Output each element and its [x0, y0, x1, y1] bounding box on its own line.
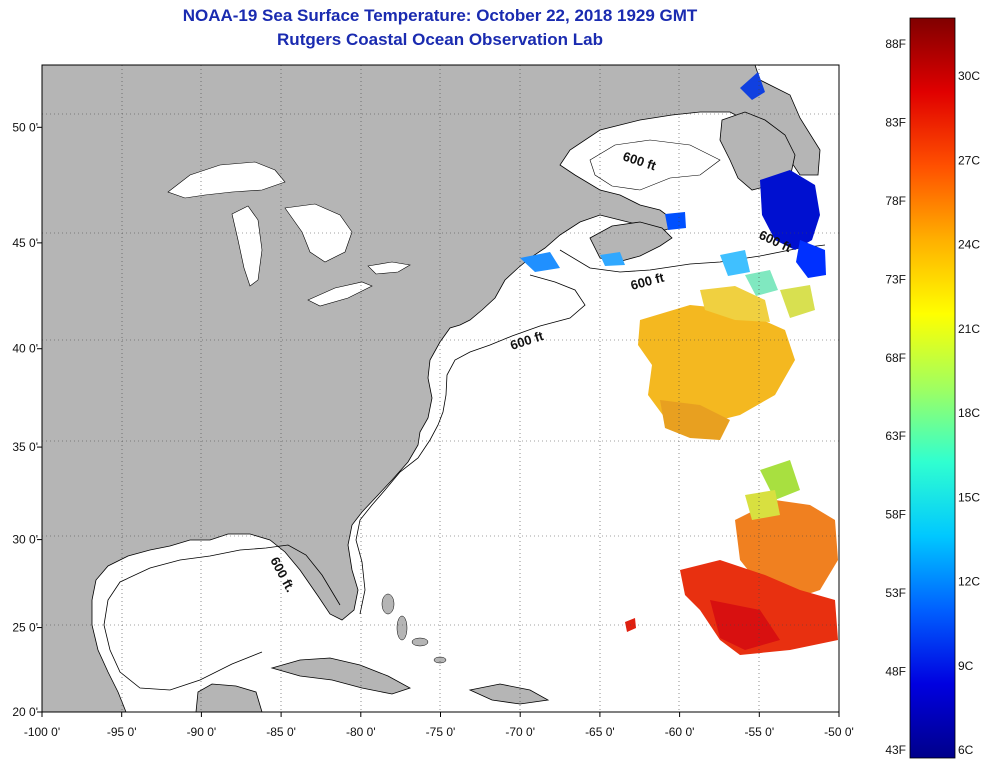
lon-tick-label: -75 0' [426, 725, 456, 739]
lon-tick-label: -70 0' [505, 725, 535, 739]
latitude-axis: 50 0' 45 0' 40 0' 35 0' 30 0' 25 0' 20 0' [12, 120, 42, 719]
colorbar-f-label: 78F [885, 194, 906, 208]
lat-tick-label: 20 0' [12, 705, 38, 719]
lon-tick-label: -60 0' [665, 725, 695, 739]
colorbar-f-label: 68F [885, 351, 906, 365]
bahamas-land [381, 593, 447, 664]
colorbar [909, 17, 956, 759]
graticule [42, 65, 839, 712]
gulf-st-lawrence [589, 139, 721, 191]
hispaniola-land [468, 683, 550, 705]
colorbar-c-label: 12C [958, 575, 980, 589]
colorbar-c-label: 9C [958, 659, 974, 673]
map-subtitle: Rutgers Coastal Ocean Observation Lab [277, 30, 603, 49]
lake-ontario [367, 261, 411, 275]
colorbar-c-label: 18C [958, 406, 980, 420]
longitude-axis: -100 0' -95 0' -90 0' -85 0' -80 0' -75 0' -70… [24, 712, 854, 739]
colorbar-celsius-labels: 30C 27C 24C 21C 18C 15C 12C 9C 6C [958, 69, 980, 757]
lake-michigan [231, 205, 263, 287]
lon-tick-label: -80 0' [346, 725, 376, 739]
lon-tick-label: -50 0' [824, 725, 854, 739]
colorbar-f-label: 73F [885, 272, 906, 286]
colorbar-c-label: 21C [958, 322, 980, 336]
colorbar-fahrenheit-labels: 88F 83F 78F 73F 68F 63F 58F 53F 48F 43F [885, 37, 906, 757]
lon-tick-label: -85 0' [266, 725, 296, 739]
isobath-600ft-gulf [103, 544, 341, 691]
lon-tick-label: -95 0' [107, 725, 137, 739]
colorbar-f-label: 58F [885, 508, 906, 522]
lake-superior [167, 161, 286, 199]
lat-tick-label: 40 0' [12, 342, 38, 356]
colorbar-f-label: 63F [885, 429, 906, 443]
lon-tick-label: -100 0' [24, 725, 60, 739]
colorbar-f-label: 53F [885, 586, 906, 600]
lake-erie [307, 281, 373, 307]
colorbar-f-label: 43F [885, 743, 906, 757]
colorbar-c-label: 24C [958, 238, 980, 252]
colorbar-f-label: 48F [885, 665, 906, 679]
colorbar-c-label: 27C [958, 153, 980, 167]
colorbar-c-label: 6C [958, 743, 974, 757]
colorbar-f-label: 83F [885, 115, 906, 129]
lat-tick-label: 45 0' [12, 236, 38, 250]
cuba-land [270, 657, 411, 695]
sst-data-patches [520, 72, 838, 655]
lat-tick-label: 25 0' [12, 621, 38, 635]
lon-tick-label: -90 0' [187, 725, 217, 739]
lat-tick-label: 35 0' [12, 440, 38, 454]
lat-tick-label: 50 0' [12, 120, 38, 134]
lon-tick-label: -55 0' [744, 725, 774, 739]
yucatan-land [195, 683, 263, 712]
colorbar-f-label: 88F [885, 37, 906, 51]
isobath-600ft-east [355, 274, 586, 615]
map-title: NOAA-19 Sea Surface Temperature: October… [182, 6, 698, 25]
lon-tick-label: -65 0' [585, 725, 615, 739]
colorbar-c-label: 30C [958, 69, 980, 83]
lat-tick-label: 30 0' [12, 533, 38, 547]
colorbar-c-label: 15C [958, 490, 980, 504]
